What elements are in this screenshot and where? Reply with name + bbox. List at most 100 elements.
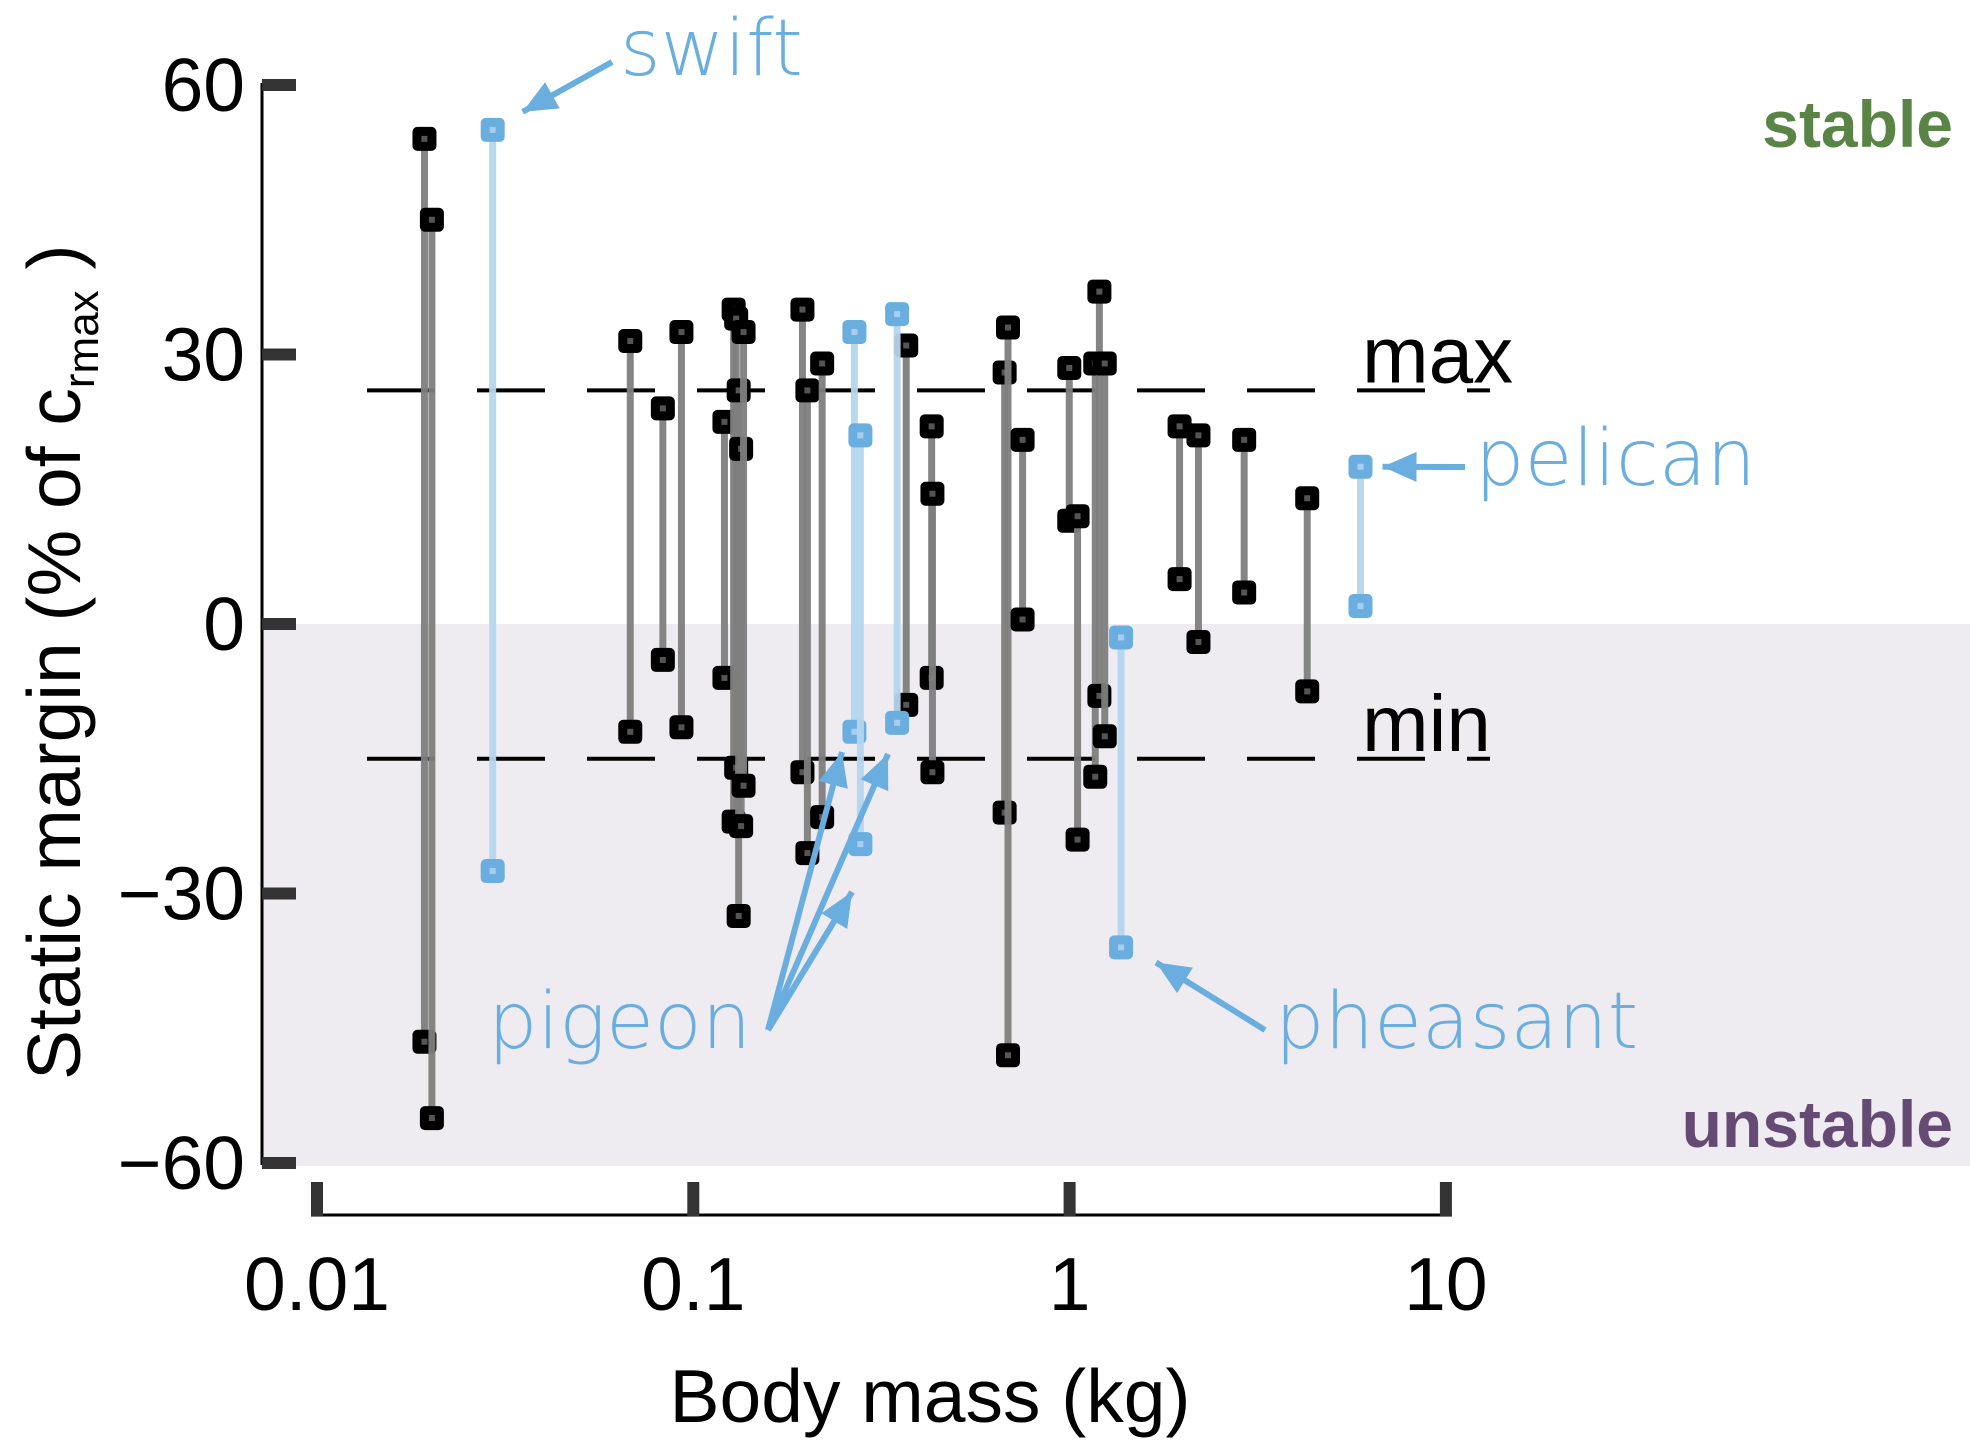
reference-lines (367, 388, 1490, 761)
marker-center (627, 338, 634, 345)
marker-center (428, 1115, 435, 1122)
x-tick-label: 10 (1404, 1242, 1487, 1326)
marker-center (1176, 576, 1183, 583)
swift-label: swift (620, 4, 803, 94)
marker-center (735, 387, 742, 394)
marker-center (740, 782, 747, 789)
pheasant-arrow-head (1156, 962, 1193, 994)
marker-center (1304, 688, 1311, 695)
marker-center (738, 823, 745, 830)
unstable-region (262, 624, 1970, 1166)
marker-center (1357, 603, 1364, 610)
marker-center (1176, 423, 1183, 430)
pigeon-label: pigeon (488, 977, 751, 1067)
y-tick (262, 79, 296, 91)
marker-center (799, 769, 806, 776)
marker-center (851, 329, 858, 336)
y-axis-title-main: Static margin (% of c (12, 388, 96, 1080)
y-axis-title-sub: r (55, 373, 104, 388)
marker-center (735, 912, 742, 919)
marker-center (1005, 324, 1012, 331)
marker-center (1096, 692, 1103, 699)
x-tick (1439, 1182, 1452, 1216)
y-tick-label: 30 (162, 313, 245, 397)
marker-center (1101, 360, 1108, 367)
x-tick (311, 1182, 323, 1216)
y-tick (262, 618, 296, 630)
marker-center (857, 841, 864, 848)
marker-center (929, 769, 936, 776)
marker-center (421, 135, 428, 142)
pigeon-arrow-head (821, 892, 852, 929)
pelican-arrow-head (1382, 451, 1417, 482)
pigeon-arrow-head (860, 754, 889, 792)
marker-center (627, 728, 634, 735)
y-axis: 60 30 0 −30 −60 (118, 43, 296, 1205)
marker-center (428, 216, 435, 223)
marker-center (903, 701, 910, 708)
marker-center (1005, 1052, 1012, 1059)
marker-center (678, 329, 685, 336)
marker-center (1195, 638, 1202, 645)
x-axis: 0.01 0.1 1 10 (244, 1182, 1488, 1326)
pigeon-arrow (765, 751, 845, 1031)
marker-center (489, 868, 496, 875)
marker-center (659, 656, 666, 663)
marker-center (1118, 944, 1125, 951)
marker-center (1357, 463, 1364, 470)
marker-center (804, 850, 811, 857)
x-tick (687, 1182, 700, 1216)
y-axis-title: Static margin (% of crmax ) (12, 245, 108, 1081)
marker-center (721, 418, 728, 425)
y-axis-title-subsub: max (59, 290, 108, 373)
x-tick-label: 1 (1049, 1242, 1091, 1326)
marker-center (1092, 773, 1099, 780)
y-tick (262, 887, 296, 900)
unstable-region-label: unstable (1682, 1087, 1953, 1161)
marker-center (1066, 364, 1073, 371)
stable-region-label: stable (1762, 87, 1953, 161)
marker-center (894, 719, 901, 726)
marker-center (733, 315, 740, 322)
marker-center (804, 387, 811, 394)
pigeon-arrow (765, 752, 891, 1032)
marker-center (1074, 513, 1081, 520)
pelican-label: pelican (1475, 414, 1756, 504)
marker-center (929, 490, 936, 497)
marker-center (857, 432, 864, 439)
min-line-label: min (1362, 679, 1491, 768)
data-ranges (412, 117, 1373, 1131)
y-tick (262, 1157, 296, 1169)
marker-center (721, 674, 728, 681)
marker-center (894, 311, 901, 318)
marker-center (1019, 436, 1026, 443)
marker-center (1096, 288, 1103, 295)
x-tick-label: 0.1 (641, 1242, 745, 1326)
marker-center (1101, 733, 1108, 740)
annotation-arrows (521, 59, 1466, 1033)
marker-center (819, 360, 826, 367)
marker-center (1241, 436, 1248, 443)
y-axis-title-close: ) (12, 245, 96, 291)
marker-center (1118, 634, 1125, 641)
marker-center (489, 126, 496, 133)
y-tick-label: −30 (118, 852, 245, 936)
marker-center (1241, 589, 1248, 596)
marker-center (851, 728, 858, 735)
x-tick-label: 0.01 (244, 1242, 390, 1326)
marker-center (1074, 836, 1081, 843)
y-tick-label: 60 (162, 43, 245, 127)
marker-center (928, 423, 935, 430)
marker-center (421, 1038, 428, 1045)
marker-center (1195, 432, 1202, 439)
y-tick-label: 0 (203, 582, 245, 666)
x-tick (1063, 1182, 1076, 1216)
y-tick-label: −60 (118, 1121, 245, 1205)
x-axis-title: Body mass (kg) (670, 1354, 1191, 1438)
swift-arrow-head (522, 82, 560, 112)
marker-center (1304, 495, 1311, 502)
marker-center (903, 342, 910, 349)
y-tick (262, 348, 296, 361)
marker-center (1019, 616, 1026, 623)
